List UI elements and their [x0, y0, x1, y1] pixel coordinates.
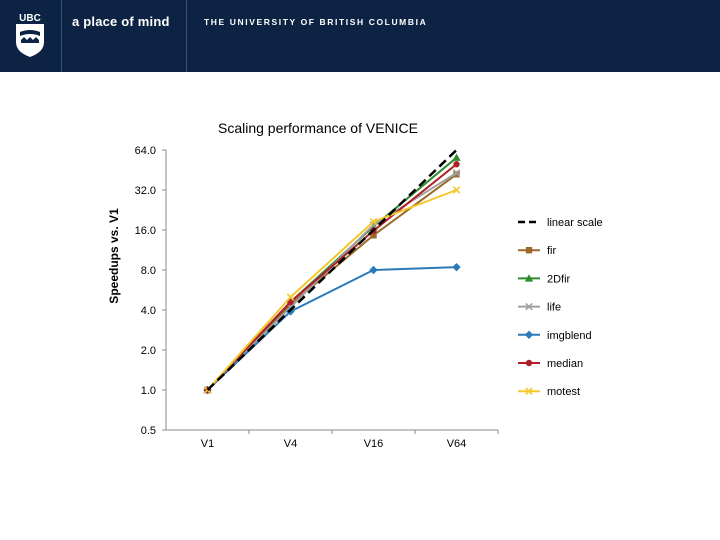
data-point-imgblend — [369, 265, 378, 275]
legend-label-life: life — [547, 302, 561, 314]
series-layer — [203, 149, 461, 395]
logo-text: UBC — [19, 13, 41, 24]
y-tick-label: 2.0 — [141, 345, 156, 357]
data-point-imgblend — [452, 262, 461, 272]
legend-item-fir: fir — [518, 245, 557, 257]
data-point-motest — [369, 217, 378, 226]
data-point-median — [453, 161, 460, 168]
legend-item-linear-scale: linear scale — [518, 217, 603, 229]
legend-item-motest: motest — [518, 386, 580, 398]
legend-label-fir: fir — [547, 245, 557, 257]
legend-label-median: median — [547, 358, 583, 370]
x-tick-label: V1 — [201, 438, 214, 450]
ubc-crest-icon: UBC — [16, 13, 44, 57]
legend-item-median: median — [518, 358, 583, 370]
legend-item-imgblend: imgblend — [518, 330, 592, 342]
data-point-fir — [453, 171, 460, 178]
series-imgblend — [203, 262, 461, 395]
chart-axes: 0.5 1.0 2.0 4.0 8.0 16.0 32.0 64.0 V1 V4 V16 V64 — [135, 145, 499, 450]
legend-label-linear-scale: linear scale — [547, 217, 603, 229]
y-tick-label: 4.0 — [141, 305, 156, 317]
legend-marker-median — [525, 359, 533, 367]
header-divider — [186, 0, 187, 72]
series-line-imgblend — [206, 266, 457, 391]
legend-marker-imgblend — [524, 330, 534, 339]
y-tick-label: 64.0 — [135, 145, 156, 157]
legend-marker-2dfir — [524, 274, 534, 282]
header-divider — [61, 0, 62, 72]
series-line-life — [206, 172, 458, 391]
series-line-motest — [206, 189, 457, 391]
legend-marker-fir — [525, 247, 533, 254]
data-point-motest — [452, 186, 461, 194]
legend-label-2dfir: 2Dfir — [547, 273, 571, 285]
data-point-2dfir — [452, 153, 461, 161]
chart-legend: linear scale fir 2Dfir life imgblend median mo… — [518, 217, 603, 398]
legend-label-imgblend: imgblend — [547, 330, 592, 342]
y-axis-label: Speedups vs. V1 — [107, 208, 121, 304]
ubc-header-banner: UBC a place of mind THE UNIVERSITY OF BR… — [0, 0, 720, 72]
series-linear-scale — [206, 149, 458, 391]
university-name: THE UNIVERSITY OF BRITISH COLUMBIA — [204, 17, 428, 27]
x-tick-label: V64 — [447, 438, 467, 450]
x-tick-label: V4 — [284, 438, 297, 450]
legend-item-life: life — [518, 302, 561, 314]
y-tick-label: 8.0 — [141, 265, 156, 277]
legend-item-2dfir: 2Dfir — [518, 273, 571, 285]
data-point-fir — [370, 232, 377, 239]
y-tick-label: 32.0 — [135, 185, 156, 197]
series-line-median — [206, 163, 458, 391]
y-tick-label: 16.0 — [135, 225, 156, 237]
legend-marker-life — [525, 302, 533, 311]
legend-marker-motest — [525, 387, 533, 395]
chart-title: Scaling performance of VENICE — [218, 120, 418, 136]
y-tick-label: 0.5 — [141, 425, 156, 437]
y-tick-label: 1.0 — [141, 385, 156, 397]
series-line-fir — [206, 173, 458, 391]
tagline: a place of mind — [72, 14, 170, 29]
series-line-linear-scale — [206, 149, 458, 391]
x-tick-label: V16 — [364, 438, 384, 450]
data-point-life — [452, 169, 461, 177]
legend-label-motest: motest — [547, 386, 580, 398]
data-point-motest — [286, 293, 295, 301]
